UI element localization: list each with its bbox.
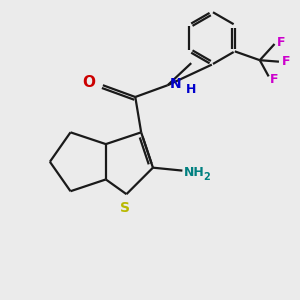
- Text: NH: NH: [184, 166, 205, 178]
- Text: H: H: [186, 83, 196, 96]
- Text: F: F: [277, 36, 285, 49]
- Text: N: N: [170, 77, 182, 91]
- Text: F: F: [270, 73, 279, 86]
- Text: O: O: [82, 75, 95, 90]
- Text: 2: 2: [204, 172, 210, 182]
- Text: F: F: [282, 55, 290, 68]
- Text: S: S: [120, 201, 130, 214]
